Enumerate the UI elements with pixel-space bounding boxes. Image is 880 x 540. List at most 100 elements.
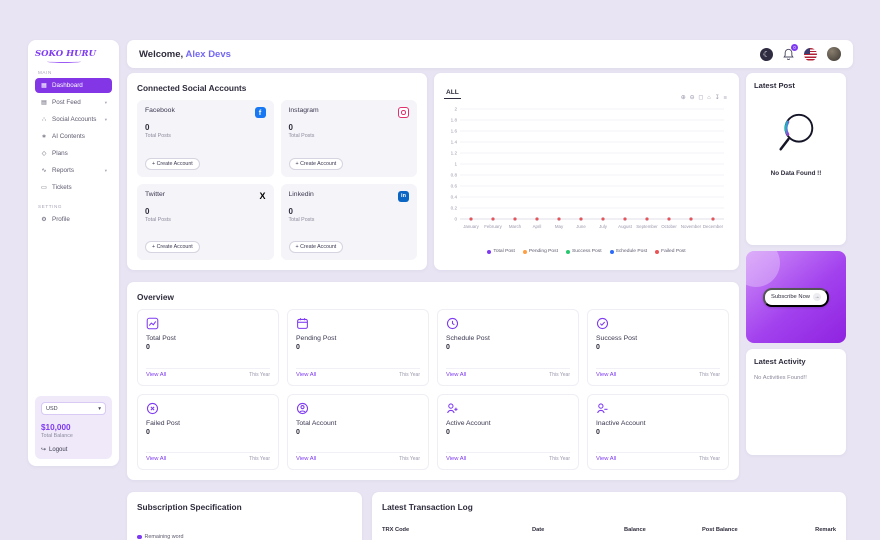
- create-account-button[interactable]: + Create Account: [289, 241, 344, 253]
- theme-toggle[interactable]: ☾: [760, 48, 773, 61]
- post-count: 0: [289, 123, 410, 132]
- legend-dot: [566, 250, 570, 254]
- instagram-icon: [398, 107, 409, 118]
- tile-label: Active Account: [446, 420, 570, 427]
- language-flag-icon[interactable]: [804, 48, 817, 61]
- tab-all[interactable]: ALL: [444, 89, 461, 99]
- view-all-link[interactable]: View All: [146, 456, 166, 462]
- svg-text:1.6: 1.6: [451, 129, 458, 134]
- welcome-text: Welcome, Alex Devs: [139, 49, 231, 60]
- sidebar-item-label: Plans: [52, 150, 68, 157]
- subscription-legend: Remaining word: [137, 534, 352, 540]
- subscribe-now-button[interactable]: Subscribe Now →: [763, 288, 829, 307]
- sidebar-item-label: Dashboard: [52, 82, 83, 89]
- legend-item[interactable]: Pending Post: [523, 249, 558, 254]
- sidebar-item-dashboard[interactable]: ▦ Dashboard: [35, 78, 112, 93]
- sidebar-item-post-feed[interactable]: ▤ Post Feed ▾: [35, 95, 112, 110]
- create-account-button[interactable]: + Create Account: [145, 241, 200, 253]
- view-all-link[interactable]: View All: [596, 456, 616, 462]
- logout-label: Logout: [49, 447, 67, 453]
- bottom-row: Subscription Specification Remaining wor…: [127, 492, 846, 540]
- period-label: This Year: [249, 456, 270, 462]
- svg-text:December: December: [703, 224, 724, 229]
- card-title: Subscription Specification: [137, 502, 352, 512]
- overview-tile-schedule-post: Schedule Post 0 View All This Year: [437, 309, 579, 386]
- subscription-specification-card: Subscription Specification Remaining wor…: [127, 492, 362, 540]
- overview-tile-success-post: Success Post 0 View All This Year: [587, 309, 729, 386]
- overview-tile-active-account: Active Account 0 View All This Year: [437, 394, 579, 471]
- notifications-button[interactable]: 0: [783, 48, 794, 60]
- legend-item[interactable]: Failed Post: [655, 249, 685, 254]
- post-count: 0: [145, 207, 266, 216]
- tile-label: Pending Post: [296, 335, 420, 342]
- latest-activity-card: Latest Activity No Activities Found!!: [746, 349, 846, 455]
- period-label: This Year: [399, 456, 420, 462]
- currency-value: USD: [46, 406, 58, 412]
- sidebar-item-reports[interactable]: ∿ Reports ▾: [35, 163, 112, 178]
- legend-dot: [523, 250, 527, 254]
- legend-label: Remaining word: [145, 534, 184, 540]
- currency-select[interactable]: USD ▾: [41, 402, 106, 415]
- download-icon[interactable]: ↧: [715, 95, 720, 101]
- tile-label: Success Post: [596, 335, 720, 342]
- sidebar-item-profile[interactable]: ⚙ Profile: [35, 212, 112, 227]
- legend-item[interactable]: Schedule Post: [610, 249, 648, 254]
- facebook-icon: f: [255, 107, 266, 118]
- view-all-link[interactable]: View All: [146, 372, 166, 378]
- section-label-main: MAIN: [38, 70, 109, 75]
- sidebar-item-tickets[interactable]: ▭ Tickets: [35, 180, 112, 195]
- legend-item[interactable]: Success Post: [566, 249, 602, 254]
- period-label: This Year: [699, 372, 720, 378]
- chevron-down-icon: ▾: [105, 100, 107, 106]
- card-title: Latest Transaction Log: [382, 502, 836, 512]
- social-tile-twitter: Twitter X 0 Total Posts + Create Account: [137, 184, 274, 261]
- sidebar-item-social-accounts[interactable]: ∴ Social Accounts ▾: [35, 112, 112, 127]
- latest-post-card: Latest Post No Data Found !!: [746, 73, 846, 245]
- tile-value: 0: [296, 429, 420, 436]
- sidebar: SOKO HURU MAIN ▦ Dashboard ▤ Post Feed ▾…: [28, 40, 119, 466]
- svg-text:1.4: 1.4: [451, 140, 458, 145]
- svg-text:April: April: [533, 224, 542, 229]
- svg-text:May: May: [555, 224, 564, 229]
- tile-label: Schedule Post: [446, 335, 570, 342]
- card-title: Connected Social Accounts: [137, 83, 417, 93]
- check-circle-icon: [596, 317, 720, 330]
- zoom-in-icon[interactable]: ⊕: [681, 95, 686, 101]
- report-chart-icon: ∿: [40, 167, 48, 174]
- selection-icon[interactable]: ◻: [698, 95, 703, 101]
- notification-badge: 0: [791, 44, 798, 51]
- period-label: This Year: [549, 372, 570, 378]
- social-tile-linkedin: Linkedin in 0 Total Posts + Create Accou…: [281, 184, 418, 261]
- overview-tile-pending-post: Pending Post 0 View All This Year: [287, 309, 429, 386]
- logout-icon: ↪: [41, 446, 46, 453]
- card-title: Latest Post: [754, 81, 838, 90]
- sidebar-item-plans[interactable]: ◇ Plans: [35, 146, 112, 161]
- view-all-link[interactable]: View All: [446, 372, 466, 378]
- zoom-out-icon[interactable]: ⊖: [690, 95, 695, 101]
- create-account-button[interactable]: + Create Account: [145, 158, 200, 170]
- view-all-link[interactable]: View All: [296, 372, 316, 378]
- legend-dot: [655, 250, 659, 254]
- tile-label: Failed Post: [146, 420, 270, 427]
- column-header: TRX Code: [382, 527, 532, 533]
- view-all-link[interactable]: View All: [596, 372, 616, 378]
- view-all-link[interactable]: View All: [296, 456, 316, 462]
- avatar[interactable]: [827, 47, 841, 61]
- legend-dot: [610, 250, 614, 254]
- create-account-button[interactable]: + Create Account: [289, 158, 344, 170]
- tile-value: 0: [446, 429, 570, 436]
- chevron-down-icon: ▾: [105, 168, 107, 174]
- app-logo: SOKO HURU: [35, 49, 112, 63]
- ticket-icon: ▭: [40, 184, 48, 191]
- home-icon[interactable]: ⌂: [707, 95, 711, 101]
- legend-item[interactable]: Total Post: [487, 249, 514, 254]
- logout-button[interactable]: ↪ Logout: [41, 446, 106, 453]
- tile-value: 0: [596, 429, 720, 436]
- column-header: Post Balance: [702, 527, 807, 533]
- welcome-label: Welcome,: [139, 49, 183, 60]
- chart-legend: Total Post Pending Post Success Post Schedu…: [444, 249, 729, 254]
- social-tile-facebook: Facebook f 0 Total Posts + Create Accoun…: [137, 100, 274, 177]
- view-all-link[interactable]: View All: [446, 456, 466, 462]
- menu-icon[interactable]: ≡: [724, 95, 727, 101]
- sidebar-item-ai-contents[interactable]: ∗ AI Contents: [35, 129, 112, 144]
